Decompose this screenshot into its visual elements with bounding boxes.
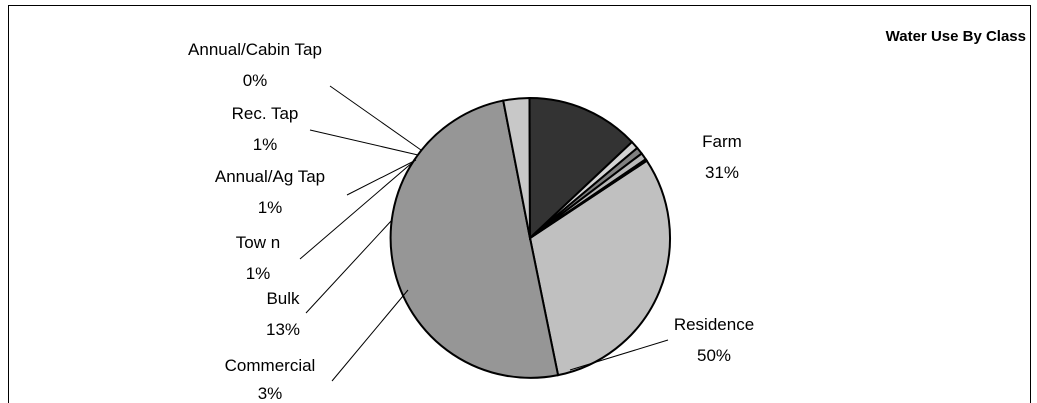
slice-percent-annual-cabin-tap: 0% [243,71,268,90]
leader-line-commercial [331,289,409,382]
slice-label-annual-ag-tap: Annual/Ag Tap [215,167,325,186]
pie-slice-farm [528,159,671,377]
leader-line-bulk [305,219,393,314]
slice-label-farm: Farm [702,132,742,151]
slice-label-rec-tap: Rec. Tap [232,104,299,123]
leader-line-tow-n [299,161,414,260]
slice-percent-rec-tap: 1% [253,135,278,154]
slice-percent-tow-n: 1% [246,264,271,283]
leader-line-annual-ag-tap [346,159,417,196]
slice-label-residence: Residence [674,315,754,334]
slice-percent-annual-ag-tap: 1% [258,198,283,217]
chart-frame [8,5,1031,403]
pie-slice-annual-cabin-tap [529,157,649,239]
chart-title: Water Use By Class [886,28,1026,45]
slice-label-bulk: Bulk [266,289,300,308]
leader-line-rec-tap [309,129,419,156]
slice-percent-bulk: 13% [266,320,300,339]
slice-label-annual-cabin-tap: Annual/Cabin Tap [188,40,322,59]
leader-line-residence [569,339,669,371]
slice-percent-farm: 31% [705,163,739,182]
pie-slice-bulk [528,96,634,241]
slice-percent-residence: 50% [697,346,731,365]
leader-line-annual-cabin-tap [329,85,422,151]
slice-percent-commercial: 3% [258,384,283,403]
slice-label-tow-n: Tow n [236,233,280,252]
slice-label-commercial: Commercial [225,356,316,375]
